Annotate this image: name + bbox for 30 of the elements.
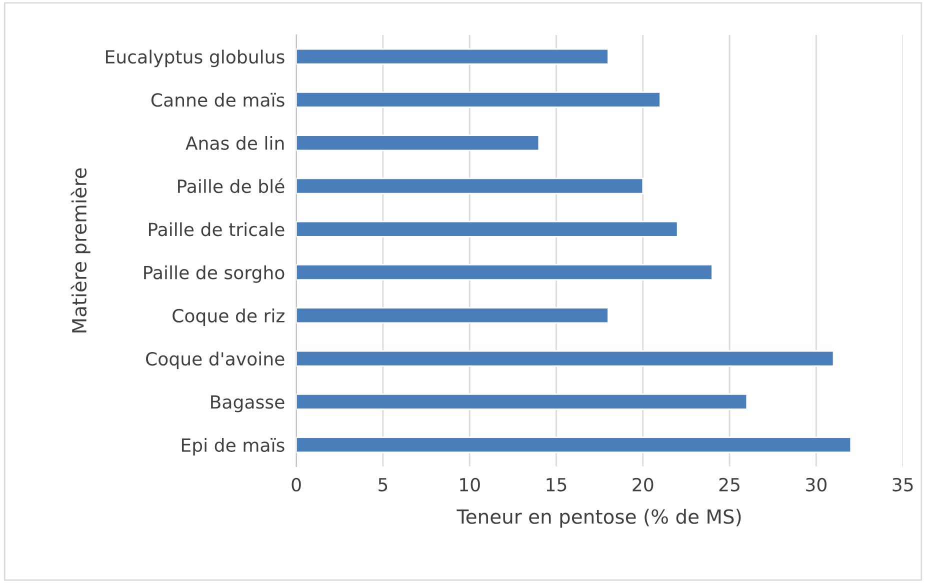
x-tick-label: 0 <box>292 478 301 492</box>
bar <box>296 178 644 194</box>
x-tick-label: 5 <box>378 478 388 492</box>
x-tick-label: 20 <box>632 478 654 492</box>
y-tick-label: Paille de blé <box>178 178 284 194</box>
y-tick-label: Coque d'avoine <box>146 352 284 370</box>
bar <box>296 393 748 410</box>
bar <box>296 134 540 152</box>
x-tick-label: 35 <box>892 478 913 492</box>
bar <box>296 436 852 454</box>
y-tick-label: Eucalyptus globulus <box>106 50 284 68</box>
y-tick-label: Anas de lin <box>186 136 284 150</box>
bar <box>296 48 609 65</box>
bar <box>296 350 834 367</box>
x-tick-label: 30 <box>806 478 826 492</box>
x-tick-label: 10 <box>460 478 480 492</box>
x-tick-label: 25 <box>719 478 740 492</box>
x-axis-title: Teneur en pentose (% de MS) <box>456 508 741 528</box>
y-tick-label: Coque de riz <box>172 308 284 326</box>
y-tick-label: Paille de tricale <box>149 222 284 236</box>
bar <box>296 264 713 281</box>
bar <box>296 307 609 324</box>
bar <box>296 91 661 108</box>
y-tick-label: Canne de maïs <box>151 92 284 107</box>
bar <box>296 220 678 238</box>
y-tick-label: Paille de sorgho <box>144 265 284 283</box>
x-tick-label: 15 <box>546 478 566 492</box>
y-axis-title: Matière première <box>70 168 90 332</box>
y-tick-label: Bagasse <box>211 395 284 412</box>
y-tick-label: Epi de maïs <box>182 438 284 456</box>
